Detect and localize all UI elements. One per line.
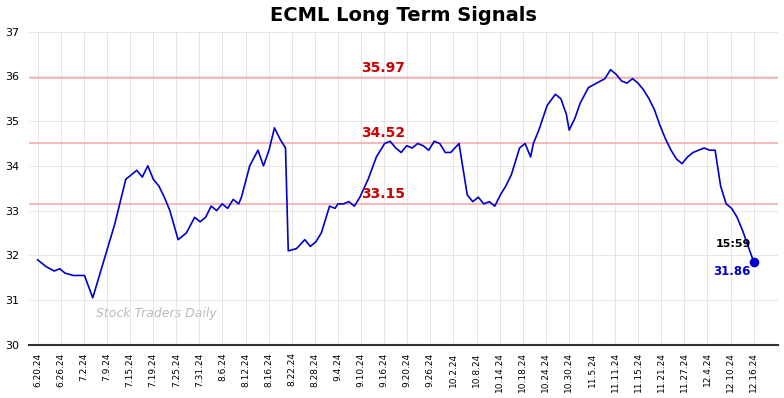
Text: 35.97: 35.97: [361, 61, 405, 75]
Text: 31.86: 31.86: [713, 265, 751, 278]
Text: 34.52: 34.52: [361, 126, 405, 140]
Point: [747, 258, 760, 265]
Title: ECML Long Term Signals: ECML Long Term Signals: [270, 6, 537, 25]
Text: 15:59: 15:59: [716, 239, 751, 249]
Text: Stock Traders Daily: Stock Traders Daily: [96, 307, 217, 320]
Text: 33.15: 33.15: [361, 187, 405, 201]
